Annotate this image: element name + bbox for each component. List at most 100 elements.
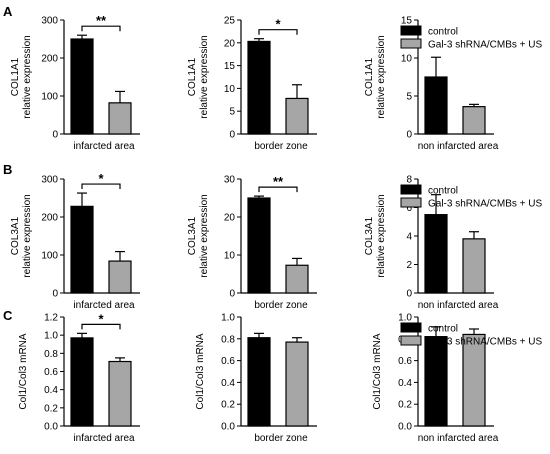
bar-control [424,336,448,427]
y-tick-label: 0.8 [221,334,235,345]
legend-swatch-control [400,322,422,333]
significance-bracket [81,323,121,330]
bar-treated [462,333,486,427]
y-tick-label: 1.0 [398,313,412,324]
significance-marker: * [275,17,281,32]
y-tick-label: 8 [406,175,412,186]
y-axis-label: COL1A1relative expression [10,35,33,118]
bar-treated [462,238,486,294]
legend-swatch-treated [400,335,422,346]
y-axis-label: COL3A1relative expression [187,194,210,277]
y-tick-label: 0.4 [398,378,412,389]
chart-c-2: 0.0 0.2 0.4 0.6 0.8 1.0 Col1/Col3 mRNA border z… [195,313,317,444]
y-axis-label-line: relative expression [22,35,33,118]
y-tick-label: 20 [224,38,236,49]
bar-treated [108,102,132,135]
y-tick-label: 15 [224,61,236,72]
y-axis-label: Col1/Col3 mRNA [372,333,383,409]
y-axis-label: Col1/Col3 mRNA [18,333,29,409]
chart-c-1: 0.0 0.2 0.4 0.6 0.8 1.0 1.2 Col1/Col3 mRNA * infa… [18,311,140,444]
y-tick-label: 10 [224,251,236,262]
y-tick-label: 2 [406,260,412,271]
y-axis-label: COL3A1relative expression [10,194,33,277]
legend-label-treated: Gal-3 shRNA/CMBs + US [428,199,543,210]
chart-b-2: 0 10 20 30 COL3A1relative expression ** border… [187,174,317,311]
y-axis-label-line: Col1/Col3 mRNA [18,333,29,409]
significance-marker: ** [273,174,284,189]
legend-swatch-control [400,184,422,195]
bar-control [70,205,94,294]
bar-treated [285,264,309,294]
y-axis-label-line: relative expression [22,194,33,277]
legend-label-control: control [428,186,458,197]
y-tick-label: 15 [401,16,413,27]
legend-swatch-treated [400,197,422,208]
y-tick-label: 1.2 [44,313,58,324]
y-axis-label-line: Col1/Col3 mRNA [195,333,206,409]
y-tick-label: 0.4 [44,385,58,396]
legend-label-treated: Gal-3 shRNA/CMBs + US [428,40,543,51]
y-tick-label: 0.2 [221,400,235,411]
x-axis-label: infarcted area [73,141,135,152]
x-axis-label: infarcted area [73,433,135,444]
legend-swatch-control [400,25,422,36]
panel-letter-b: B [3,162,12,177]
y-axis-label: COL1A1relative expression [187,35,210,118]
x-axis-label: non infarcted area [418,433,499,444]
y-axis-label-line: COL1A1 [187,57,198,96]
bar-control [247,337,271,427]
legend-label-control: control [428,324,458,335]
bar-treated [108,260,132,294]
significance-marker: ** [96,13,107,28]
y-axis-label-line: COL3A1 [10,216,21,255]
y-tick-label: 0.0 [44,422,58,433]
panel-letter-a: A [3,4,13,19]
chart-b-3: 0 2 4 6 8 COL3A1relative expression non infarc… [364,175,543,312]
legend-swatch-treated [400,38,422,49]
bar-control [424,214,448,294]
y-tick-label: 0.0 [221,422,235,433]
y-tick-label: 300 [41,175,58,186]
y-tick-label: 0 [229,130,235,141]
chart-b-1: 0 100 200 300 COL3A1relative expression * infa… [10,171,140,311]
y-tick-label: 5 [229,107,235,118]
chart-a-3: 0 5 10 15 COL1A1relative expression non infar… [364,16,543,153]
y-tick-label: 0 [406,130,412,141]
significance-marker: * [98,311,104,326]
chart-a-2: 0 5 10 15 20 25 COL1A1relative expression * bord… [187,16,317,152]
x-axis-label: border zone [254,141,308,152]
y-tick-label: 5 [406,92,412,103]
bar-control [247,40,271,135]
x-axis-label: non infarcted area [418,300,499,311]
panel-letter-c: C [3,308,13,323]
y-tick-label: 0.2 [44,403,58,414]
chart-a-1: 0 100 200 300 COL1A1relative expression ** inf… [10,13,140,152]
y-tick-label: 300 [41,16,58,27]
y-tick-label: 200 [41,213,58,224]
bar-control [70,337,94,427]
x-axis-label: border zone [254,300,308,311]
y-axis-label-line: COL1A1 [364,57,375,96]
legend-label-treated: Gal-3 shRNA/CMBs + US [428,337,543,348]
y-axis-label-line: COL3A1 [364,216,375,255]
bar-treated [285,97,309,135]
bar-treated [462,106,486,135]
y-tick-label: 30 [224,175,236,186]
bar-treated [108,360,132,427]
y-tick-label: 200 [41,54,58,65]
significance-bracket [258,29,298,35]
y-tick-label: 4 [406,232,412,243]
y-tick-label: 0 [406,289,412,300]
y-tick-label: 10 [401,54,413,65]
y-axis-label-line: relative expression [199,194,210,277]
y-tick-label: 0 [52,130,58,141]
y-axis-label-line: Col1/Col3 mRNA [372,333,383,409]
y-axis-label-line: COL3A1 [187,216,198,255]
y-axis-label-line: COL1A1 [10,57,21,96]
y-tick-label: 100 [41,92,58,103]
y-tick-label: 0.6 [44,367,58,378]
y-axis-label-line: relative expression [376,194,387,277]
